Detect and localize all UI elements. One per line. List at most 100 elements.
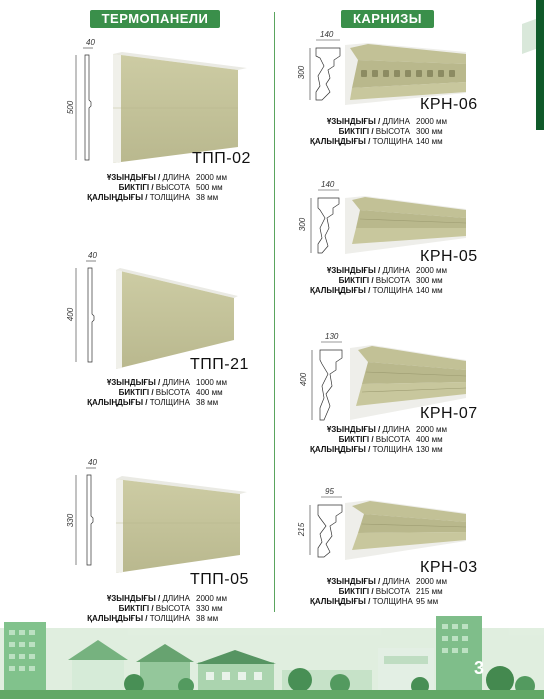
- column-divider: [274, 12, 275, 612]
- panel-tpp05-code: ТПП-05: [190, 571, 249, 588]
- panel-tpp02-dim-height: 500: [66, 100, 76, 115]
- cornice-krn03-dim-height: 215: [297, 522, 307, 537]
- spec-length-label-ru: ДЛИНА: [382, 117, 410, 126]
- cornice-krn06-specs: ҰЗЫНДЫҒЫ / ДЛИНА 2000 мм БИКТІГІ / ВЫСОТА…: [310, 117, 447, 147]
- cornice-krn06-length: 2000 мм: [416, 117, 448, 126]
- cornice-krn05-code: КРН-05: [420, 248, 478, 265]
- panel-tpp05-dim-thickness: 40: [88, 458, 97, 467]
- cornice-krn06-height: 300 мм: [416, 127, 443, 136]
- spec-height-label-kk: БИКТІГІ /: [338, 587, 374, 596]
- spec-height-label-kk: БИКТІГІ /: [118, 604, 154, 613]
- spec-length-label-kk: ҰЗЫНДЫҒЫ /: [326, 425, 381, 434]
- spec-thickness-label-ru: ТОЛЩИНА: [149, 193, 190, 202]
- spec-thickness-label-ru: ТОЛЩИНА: [372, 137, 413, 146]
- spec-length-label-kk: ҰЗЫНДЫҒЫ /: [106, 594, 161, 603]
- spec-thickness-label-kk: ҚАЛЫҢДЫҒЫ /: [310, 286, 371, 295]
- corner-bar: [536, 0, 544, 130]
- cornice-krn07-dim-thickness: 130: [325, 332, 339, 341]
- spec-length-label-kk: ҰЗЫНДЫҒЫ /: [106, 173, 161, 182]
- cornice-krn06-dim-thickness: 140: [320, 30, 334, 39]
- spec-length-label-kk: ҰЗЫНДЫҒЫ /: [106, 378, 161, 387]
- spec-thickness-label-ru: ТОЛЩИНА: [149, 398, 190, 407]
- panel-tpp05-height: 330 мм: [196, 604, 223, 613]
- cornice-krn07-length: 2000 мм: [416, 425, 448, 434]
- panel-tpp02-specs: ҰЗЫНДЫҒЫ / ДЛИНА 2000 мм БИКТІГІ / ВЫСОТА…: [82, 173, 227, 203]
- cornice-krn06-image: [345, 43, 466, 105]
- spec-height-label-kk: БИКТІГІ /: [338, 127, 374, 136]
- spec-height-label-ru: ВЫСОТА: [375, 587, 410, 596]
- cornice-krn05-height: 300 мм: [416, 276, 443, 285]
- panel-tpp05-profile: [75, 467, 96, 566]
- panel-tpp02-dim-thickness: 40: [86, 38, 95, 47]
- spec-thickness-label-ru: ТОЛЩИНА: [372, 286, 413, 295]
- spec-thickness-label-ru: ТОЛЩИНА: [372, 597, 413, 606]
- panel-tpp02-image: [113, 52, 247, 163]
- panel-tpp05-specs: ҰЗЫНДЫҒЫ / ДЛИНА 2000 мм БИКТІГІ / ВЫСОТА…: [82, 594, 227, 624]
- panel-tpp21-dim-thickness: 40: [88, 251, 97, 260]
- spec-height-label-kk: БИКТІГІ /: [118, 388, 154, 397]
- panel-tpp02-thickness: 38 мм: [196, 193, 219, 202]
- cornice-krn03-height: 215 мм: [416, 587, 443, 596]
- city-skyline: [0, 616, 544, 699]
- panel-tpp21-length: 1000 мм: [196, 378, 228, 387]
- cornice-krn05-dim-height: 300: [298, 217, 308, 232]
- cornice-krn05-profile: [310, 189, 340, 254]
- spec-thickness-label-kk: ҚАЛЫҢДЫҒЫ /: [87, 193, 148, 202]
- spec-thickness-label-kk: ҚАЛЫҢДЫҒЫ /: [87, 398, 148, 407]
- panel-tpp21-profile: [75, 260, 96, 363]
- panel-tpp21-dim-height: 400: [66, 307, 76, 322]
- panel-tpp02-profile: [75, 47, 93, 161]
- spec-thickness-label-kk: ҚАЛЫҢДЫҒЫ /: [87, 614, 148, 623]
- cornice-krn03-profile: [309, 496, 343, 558]
- panel-tpp05-image: [116, 476, 247, 573]
- cornice-krn03-specs: ҰЗЫНДЫҒЫ / ДЛИНА 2000 мм БИКТІГІ / ВЫСОТА…: [310, 577, 447, 607]
- panel-tpp05-thickness: 38 мм: [196, 614, 219, 623]
- cornice-krn07-specs: ҰЗЫНДЫҒЫ / ДЛИНА 2000 мм БИКТІГІ / ВЫСОТА…: [310, 425, 447, 455]
- spec-length-label-ru: ДЛИНА: [382, 577, 410, 586]
- cornice-krn03-code: КРН-03: [420, 559, 478, 576]
- spec-height-label-ru: ВЫСОТА: [155, 183, 190, 192]
- cornice-krn07-code: КРН-07: [420, 405, 478, 422]
- panel-tpp21-image: [116, 268, 238, 369]
- header-thermopanels: ТЕРМОПАНЕЛИ: [90, 10, 220, 28]
- cornice-krn05-image: [345, 196, 467, 254]
- cornice-krn03-image: [345, 500, 467, 560]
- spec-height-label-ru: ВЫСОТА: [375, 127, 410, 136]
- panel-tpp02-length: 2000 мм: [196, 173, 228, 182]
- cornice-krn07-profile: [311, 341, 343, 421]
- panel-tpp05-dim-height: 330: [66, 513, 76, 528]
- spec-length-label-ru: ДЛИНА: [382, 425, 410, 434]
- spec-thickness-label-ru: ТОЛЩИНА: [149, 614, 190, 623]
- cornice-krn07-image: [350, 345, 467, 420]
- spec-length-label-ru: ДЛИНА: [162, 173, 190, 182]
- spec-height-label-ru: ВЫСОТА: [375, 276, 410, 285]
- cornice-krn07-height: 400 мм: [416, 435, 443, 444]
- cornice-krn05-specs: ҰЗЫНДЫҒЫ / ДЛИНА 2000 мм БИКТІГІ / ВЫСОТА…: [310, 266, 447, 296]
- cornice-krn05-thickness: 140 мм: [416, 286, 443, 295]
- spec-height-label-ru: ВЫСОТА: [155, 388, 190, 397]
- cornice-krn07-dim-height: 400: [299, 372, 309, 387]
- spec-height-label-ru: ВЫСОТА: [375, 435, 410, 444]
- panel-tpp21-specs: ҰЗЫНДЫҒЫ / ДЛИНА 1000 мм БИКТІГІ / ВЫСОТА…: [82, 378, 227, 408]
- panel-tpp02-code: ТПП-02: [192, 150, 251, 167]
- spec-length-label-ru: ДЛИНА: [162, 378, 190, 387]
- cornice-krn03-thickness: 95 мм: [416, 597, 439, 606]
- spec-thickness-label-kk: ҚАЛЫҢДЫҒЫ /: [310, 445, 371, 454]
- spec-height-label-ru: ВЫСОТА: [155, 604, 190, 613]
- cornice-krn06-dim-height: 300: [297, 65, 307, 80]
- cornice-krn03-length: 2000 мм: [416, 577, 448, 586]
- spec-length-label-ru: ДЛИНА: [382, 266, 410, 275]
- spec-thickness-label-kk: ҚАЛЫҢДЫҒЫ /: [310, 597, 371, 606]
- header-cornices: КАРНИЗЫ: [341, 10, 434, 28]
- cornice-krn06-profile: [309, 39, 341, 101]
- page-number: 3: [473, 658, 484, 678]
- spec-thickness-label-kk: ҚАЛЫҢДЫҒЫ /: [310, 137, 371, 146]
- cornice-krn07-thickness: 130 мм: [416, 445, 443, 454]
- cornice-krn05-length: 2000 мм: [416, 266, 448, 275]
- spec-length-label-kk: ҰЗЫНДЫҒЫ /: [326, 117, 381, 126]
- spec-length-label-ru: ДЛИНА: [162, 594, 190, 603]
- spec-length-label-kk: ҰЗЫНДЫҒЫ /: [326, 266, 381, 275]
- cornice-krn06-code: КРН-06: [420, 96, 478, 113]
